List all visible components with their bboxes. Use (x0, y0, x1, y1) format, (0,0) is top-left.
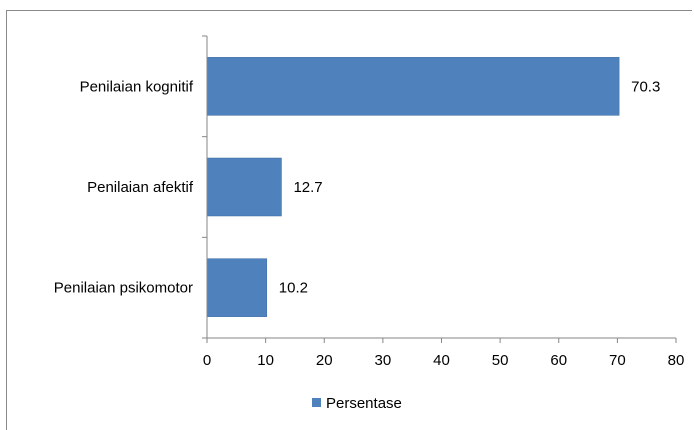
x-tick-label-6: 60 (550, 352, 567, 369)
x-tick-label-0: 0 (203, 352, 211, 369)
x-tick-label-2: 20 (316, 352, 333, 369)
x-tick-label-5: 50 (492, 352, 509, 369)
data-labels-group: 70.3 12.7 10.2 (279, 78, 661, 296)
data-label-1: 12.7 (293, 179, 322, 196)
bar-1 (206, 157, 282, 217)
legend: Persentase (312, 395, 402, 412)
bars-group (206, 57, 620, 317)
category-labels-group: Penilaian kognitif Penilaian afektif Penil… (54, 78, 194, 296)
category-label-2: Penilaian psikomotor (54, 280, 193, 297)
chart-frame (6, 10, 692, 430)
legend-label-persentase: Persentase (326, 395, 402, 412)
data-label-2: 10.2 (279, 280, 308, 297)
bar-2 (206, 258, 268, 317)
bar-0 (206, 57, 620, 116)
legend-swatch-persentase (312, 398, 321, 407)
category-label-0: Penilaian kognitif (80, 78, 194, 95)
axes-group (202, 35, 677, 343)
x-tick-label-8: 80 (668, 352, 685, 369)
x-tick-label-4: 40 (433, 352, 450, 369)
x-tick-label-7: 70 (609, 352, 626, 369)
x-tick-label-1: 10 (257, 352, 274, 369)
category-label-1: Penilaian afektif (87, 179, 194, 196)
x-tick-labels-group: 0 10 20 30 40 50 60 70 80 (203, 352, 685, 369)
x-tick-label-3: 30 (375, 352, 392, 369)
data-label-0: 70.3 (631, 78, 660, 95)
